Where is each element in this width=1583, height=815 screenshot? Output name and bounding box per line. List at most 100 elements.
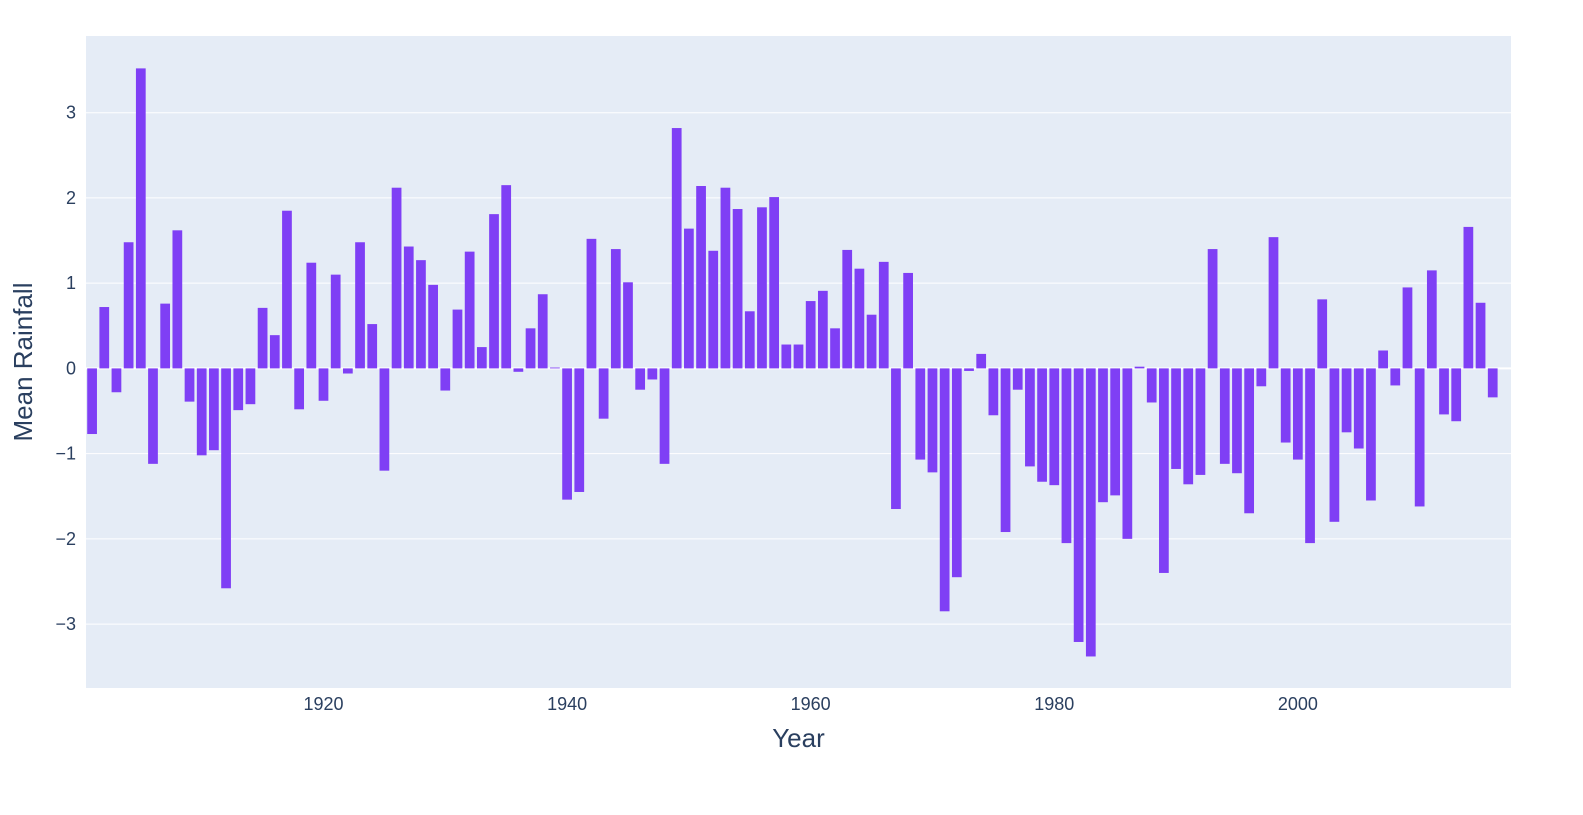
x-tick-label: 1980: [1034, 694, 1074, 714]
bar: [1085, 368, 1096, 657]
bar: [1414, 368, 1425, 507]
bar: [416, 260, 426, 369]
bar: [525, 328, 536, 369]
bar: [1146, 368, 1157, 403]
bar: [1451, 368, 1462, 422]
bar: [428, 284, 438, 369]
bar: [550, 367, 560, 369]
bar: [1159, 368, 1169, 573]
bar: [476, 347, 487, 369]
bar: [1402, 287, 1413, 369]
bar: [1487, 368, 1498, 398]
x-tick-label: 1960: [791, 694, 831, 714]
bar: [635, 368, 646, 390]
bar-series: [87, 68, 1498, 657]
bar: [1317, 299, 1328, 369]
bar: [1061, 368, 1072, 544]
y-tick-label: 3: [66, 103, 76, 123]
bar: [927, 368, 938, 473]
bar: [1256, 368, 1267, 387]
bar: [1475, 302, 1486, 369]
bar: [233, 368, 244, 411]
bar: [939, 368, 950, 612]
bar: [1219, 368, 1230, 464]
bar: [964, 368, 974, 371]
bar: [976, 353, 987, 369]
bar: [184, 368, 195, 402]
bar: [440, 368, 451, 391]
bar: [647, 368, 658, 380]
bar: [1110, 368, 1121, 496]
bar: [257, 307, 268, 369]
bar: [793, 344, 804, 369]
bar: [1195, 368, 1206, 475]
bar: [160, 303, 171, 369]
x-axis-ticks: 1920 1940 1960 1980 2000: [303, 694, 1317, 714]
bar: [464, 251, 475, 369]
bar: [1098, 368, 1108, 503]
bar: [87, 368, 97, 435]
bar: [1463, 226, 1474, 369]
bar: [172, 230, 183, 369]
bar: [1207, 249, 1218, 369]
bar: [1268, 237, 1279, 369]
y-tick-label: −3: [55, 614, 76, 634]
bar: [1134, 366, 1145, 369]
bar: [1366, 368, 1376, 501]
bar: [294, 368, 305, 410]
bar: [1292, 368, 1303, 460]
bar: [830, 328, 840, 369]
bar: [245, 368, 256, 405]
bar: [1329, 368, 1340, 522]
bar: [1390, 368, 1401, 386]
bar: [586, 238, 597, 369]
bar: [330, 274, 341, 369]
bar: [708, 250, 719, 369]
bar: [744, 311, 755, 369]
bar: [1000, 368, 1011, 533]
bar: [355, 242, 365, 369]
bar: [769, 197, 780, 369]
bar: [148, 368, 158, 464]
bar: [1183, 368, 1194, 485]
bar: [318, 368, 329, 401]
y-tick-label: 1: [66, 273, 76, 293]
bar: [1037, 368, 1047, 482]
bar: [854, 268, 865, 369]
bar: [196, 368, 207, 456]
bar: [111, 368, 122, 393]
x-tick-label: 1920: [303, 694, 343, 714]
bar: [598, 368, 609, 419]
bar: [391, 187, 402, 369]
bar: [282, 210, 292, 369]
bar: [501, 185, 512, 369]
bar: [1378, 350, 1388, 369]
bar: [342, 368, 353, 374]
bar: [842, 249, 853, 369]
bar: [1025, 368, 1035, 467]
bar: [574, 368, 585, 492]
bar: [379, 368, 390, 471]
bar: [781, 344, 792, 369]
bar: [1049, 368, 1060, 486]
bar: [1426, 270, 1437, 369]
bar: [866, 314, 877, 369]
bar: [1122, 368, 1133, 539]
x-axis-title: Year: [772, 723, 825, 753]
bar: [817, 290, 828, 369]
bar: [757, 207, 767, 369]
bar: [209, 368, 219, 451]
bar: [915, 368, 926, 460]
y-tick-label: 2: [66, 188, 76, 208]
bar: [623, 282, 633, 369]
bar: [135, 68, 146, 369]
y-tick-label: −1: [55, 444, 76, 464]
bar: [562, 368, 572, 500]
bar: [99, 307, 110, 369]
y-axis-ticks: −3 −2 −1 0 1 2 3: [55, 103, 76, 634]
bar: [489, 214, 499, 369]
bar: [805, 301, 816, 369]
bar: [269, 335, 280, 369]
bar: [221, 368, 231, 589]
